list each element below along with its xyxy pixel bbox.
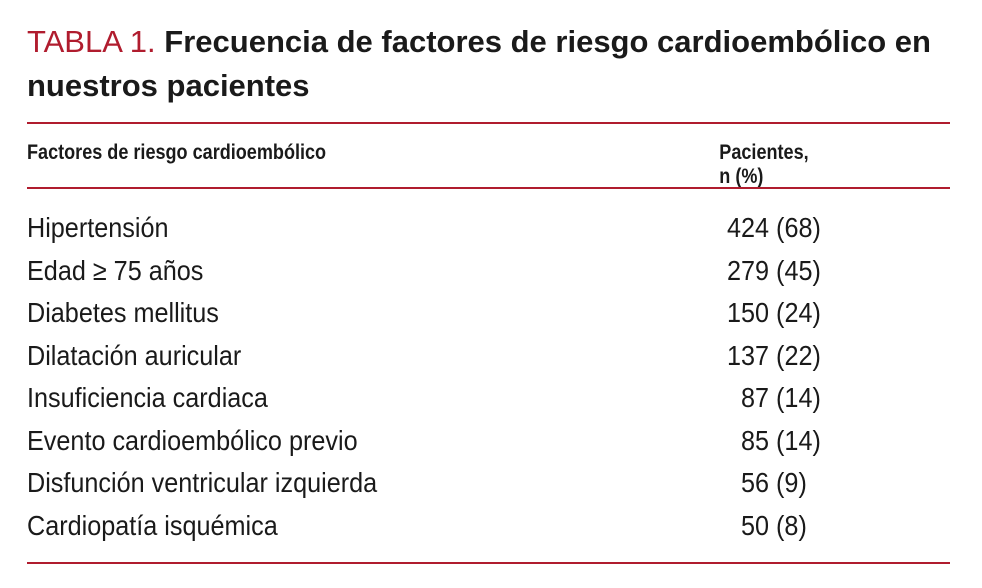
factor-cell: Edad ≥ 75 años: [27, 254, 204, 286]
header-rule: [27, 187, 950, 189]
table-row: Evento cardioembólico previo 85 (14): [27, 420, 950, 463]
table-row: Edad ≥ 75 años 279 (45): [27, 250, 950, 293]
table-number: TABLA 1.: [27, 24, 156, 59]
table-caption: Frecuencia de factores de riesgo cardioe…: [27, 24, 931, 103]
factor-cell: Dilatación auricular: [27, 339, 242, 371]
value-cell: 87 (14): [727, 382, 821, 413]
factor-cell: Cardiopatía isquémica: [27, 509, 278, 541]
value-cell: 56 (9): [727, 467, 807, 498]
factor-cell: Diabetes mellitus: [27, 297, 219, 328]
value-cell: 150 (24): [727, 297, 821, 328]
table-header-row: Factores de riesgo cardioembólico Pacien…: [27, 141, 809, 188]
factor-cell: Disfunción ventricular izquierda: [27, 467, 378, 498]
top-rule: [27, 122, 950, 124]
factor-cell: Insuficiencia cardiaca: [27, 382, 268, 413]
table-row: Disfunción ventricular izquierda 56 (9): [27, 462, 950, 505]
table-row: Diabetes mellitus 150 (24): [27, 292, 950, 335]
table-row: Cardiopatía isquémica 50 (8): [27, 505, 950, 548]
value-cell: 424 (68): [727, 212, 821, 243]
value-cell: 137 (22): [727, 339, 821, 371]
header-factor: Factores de riesgo cardioembólico: [27, 141, 327, 164]
value-cell: 279 (45): [727, 254, 821, 286]
header-patients: Pacientes, n (%): [719, 141, 809, 188]
factor-cell: Hipertensión: [27, 212, 169, 243]
bottom-rule: [27, 562, 950, 564]
table-row: Hipertensión 424 (68): [27, 207, 950, 250]
value-cell: 85 (14): [727, 424, 821, 456]
table-row: Insuficiencia cardiaca 87 (14): [27, 377, 950, 420]
table-body: Hipertensión 424 (68) Edad ≥ 75 años 279…: [27, 207, 950, 547]
factor-cell: Evento cardioembólico previo: [27, 424, 358, 456]
value-cell: 50 (8): [727, 509, 807, 541]
table-row: Dilatación auricular 137 (22): [27, 335, 950, 378]
table-title: TABLA 1. Frecuencia de factores de riesg…: [27, 20, 957, 108]
